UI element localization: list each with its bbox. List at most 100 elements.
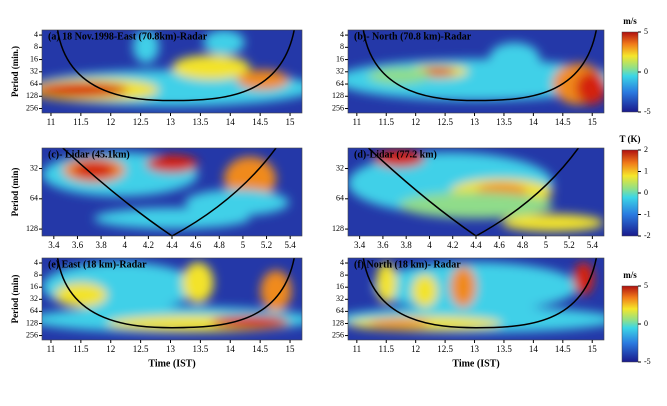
x-tick-label: 11 (352, 117, 361, 127)
y-tick-label: 16 (30, 282, 38, 291)
y-tick-label: 128 (332, 91, 344, 100)
x-tick-label: 3.6 (72, 240, 84, 250)
x-tick-label: 11 (47, 344, 56, 354)
y-tick-label: 64 (336, 306, 344, 315)
x-tick-label: 5.4 (587, 240, 599, 250)
x-tick-label: 13.5 (496, 117, 512, 127)
blobs (42, 262, 302, 333)
y-tick-label: 64 (30, 79, 38, 88)
y-tick-label: 32 (30, 67, 38, 76)
x-tick-label: 4.2 (447, 240, 458, 250)
power-blob (94, 207, 250, 229)
x-tick-label: 13.5 (496, 344, 512, 354)
y-tick-label: 16 (336, 54, 344, 63)
cone-of-influence (367, 148, 580, 236)
y-tick-label: 8 (340, 42, 344, 51)
x-tick-label: 5 (241, 240, 246, 250)
x-tick-label: 12 (106, 117, 115, 127)
x-tick-label: 12 (411, 344, 420, 354)
y-tick-label: 32 (336, 67, 344, 76)
x-tick-label: 13 (166, 117, 176, 127)
blobs (348, 42, 604, 105)
y-axis-label: Period (min) (10, 275, 20, 324)
x-tick-label: 15 (286, 344, 296, 354)
x-tick-label: 14 (226, 344, 236, 354)
x-tick-label: 14 (529, 344, 539, 354)
colorbar-tick-label: 0 (644, 319, 648, 328)
x-tick-label: 11.5 (379, 117, 395, 127)
y-tick-label: 128 (332, 224, 344, 233)
x-tick-label: 14.5 (555, 344, 571, 354)
panel-title: (a) 18 Nov.1998-East (70.8km)-Radar (48, 31, 208, 42)
heatmap (42, 30, 302, 113)
cone-of-influence (62, 148, 277, 236)
y-tick-label: 64 (336, 79, 344, 88)
power-blob (237, 69, 289, 90)
y-tick-label: 32 (30, 294, 38, 303)
colorbar-tick-label: 2 (644, 145, 648, 154)
power-blob (146, 155, 198, 173)
y-tick-label: 4 (34, 30, 38, 39)
y-tick-label: 128 (26, 224, 38, 233)
y-tick-label: 8 (340, 270, 344, 279)
power-blob (42, 82, 128, 98)
x-tick-label: 3.8 (95, 240, 107, 250)
power-blob (211, 315, 289, 329)
x-tick-label: 12.5 (437, 117, 453, 127)
power-blob (172, 54, 250, 80)
colorbar-tick-label: 5 (644, 281, 648, 290)
power-blob (501, 214, 604, 232)
x-tick-label: 13 (470, 117, 480, 127)
x-tick-label: 4.2 (143, 240, 154, 250)
colorbar-tick-label: 1 (644, 166, 648, 175)
y-tick-label: 16 (336, 282, 344, 291)
x-tick-label: 4.6 (190, 240, 202, 250)
x-tick-label: 4.4 (166, 240, 178, 250)
y-tick-label: 8 (34, 270, 38, 279)
x-axis-label: Time (IST) (452, 358, 499, 369)
x-tick-label: 3.6 (377, 240, 389, 250)
y-tick-label: 32 (30, 163, 38, 172)
colorbar (621, 285, 639, 363)
blobs (42, 30, 302, 107)
power-blob (133, 30, 159, 64)
panel-title: (f) North (18 km)- Radar (354, 259, 461, 270)
cone-of-influence (56, 30, 295, 102)
panel-title: (c)- Lidar (45.1km) (48, 149, 130, 160)
y-tick-label: 256 (26, 330, 38, 339)
x-tick-label: 11.5 (73, 117, 89, 127)
panel-title: (d)-Lidar (77.2 km) (354, 149, 437, 160)
y-tick-label: 8 (34, 42, 38, 51)
x-tick-label: 4 (122, 240, 127, 250)
y-tick-label: 64 (30, 306, 38, 315)
power-blob (185, 189, 289, 216)
heatmap (348, 30, 604, 113)
colorbar-tick-label: 0 (644, 67, 648, 76)
y-tick-label: 256 (332, 330, 344, 339)
colorbar-tick-label: -2 (644, 231, 651, 240)
heatmap (348, 258, 604, 340)
y-tick-label: 32 (336, 163, 344, 172)
power-blob (73, 161, 115, 179)
x-tick-label: 3.4 (48, 240, 60, 250)
x-tick-label: 4.8 (517, 240, 529, 250)
x-tick-label: 12.5 (133, 344, 149, 354)
x-tick-label: 12 (411, 117, 420, 127)
x-tick-label: 5.4 (285, 240, 297, 250)
x-tick-label: 11 (352, 344, 361, 354)
x-tick-label: 13.5 (193, 117, 209, 127)
y-axis-label: Period (min.) (10, 46, 20, 97)
x-tick-label: 12 (106, 344, 115, 354)
y-tick-label: 256 (332, 103, 344, 112)
x-tick-label: 5.2 (563, 240, 574, 250)
x-tick-label: 3.4 (354, 240, 366, 250)
y-tick-label: 128 (332, 318, 344, 327)
power-blob (412, 274, 438, 308)
x-tick-label: 14 (226, 117, 236, 127)
y-tick-label: 32 (336, 294, 344, 303)
colorbar-label: T (K) (619, 134, 640, 144)
heatmap (42, 258, 302, 340)
blobs (42, 152, 289, 229)
x-tick-label: 4 (427, 240, 432, 250)
